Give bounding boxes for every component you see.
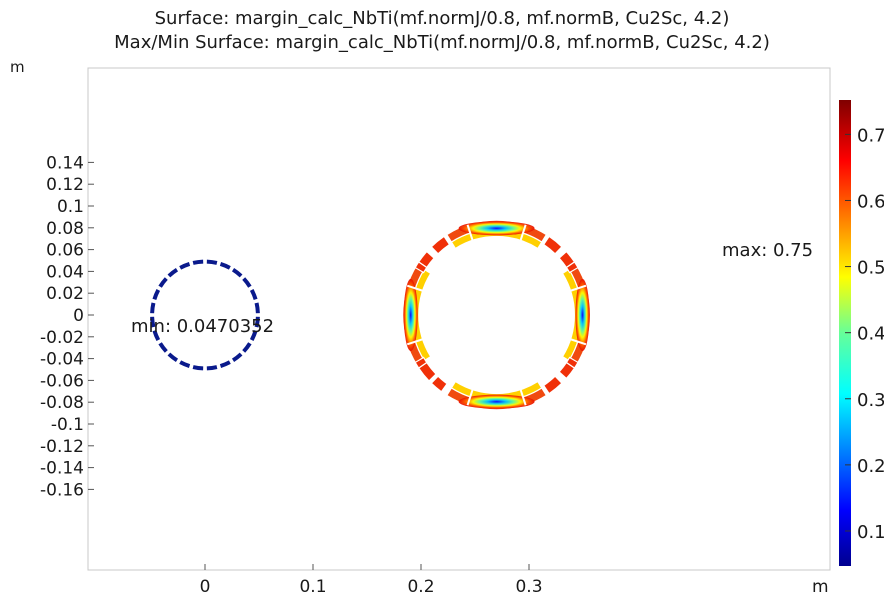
y-tick-label: -0.14 [40,459,84,479]
small-coil-segment [249,330,258,342]
plot-title-line1: Surface: margin_calc_NbTi(mf.normJ/0.8, … [154,8,730,29]
colorbar-tick-label: 0.5 [857,258,884,279]
x-axis: 0 0.1 0.2 0.3 [200,564,543,597]
colorbar-tick-label: 0.3 [857,390,884,411]
y-tick-label: -0.12 [40,437,84,457]
coil-wedge-gap [406,284,423,292]
y-tick-label: -0.02 [40,328,84,348]
min-annotation: min: 0.0470352 [131,316,274,337]
y-tick-label: 0.06 [46,241,84,261]
plot-frame [87,67,831,571]
colorbar-tick-label: 0.2 [857,456,884,477]
small-coil-segment [192,259,204,265]
small-coil-segment [254,302,260,314]
small-coil-segment [254,316,260,328]
y-tick-label: 0.08 [46,219,84,239]
small-coil-segment [219,360,231,368]
coil-outer-block [542,375,563,395]
coil-outer-block [558,250,576,269]
field-core [575,279,590,351]
small-coil [150,259,260,371]
coil-outer-block [430,235,451,255]
small-coil-segment [179,360,191,368]
coil-outer-block [417,361,437,382]
coil-wedge-gap [466,224,474,241]
y-tick-label: -0.1 [51,415,84,435]
colorbar-ticks: 0.1 0.2 0.3 0.4 0.5 0.6 0.7 [845,125,884,543]
coil-outer-block [542,235,563,255]
small-coil-segment [167,268,179,278]
coil-wedge-gap [519,224,527,241]
small-coil-segment [158,342,168,353]
small-coil-segment [152,330,161,342]
x-tick-label: 0 [200,577,211,597]
y-tick-label: -0.04 [40,350,84,370]
coil-wedge-gap [570,338,587,346]
small-coil-segment [152,288,161,300]
small-coil-segment [206,259,218,265]
x-tick-label: 0.3 [515,577,542,597]
plot-title-line2: Max/Min Surface: margin_calc_NbTi(mf.nor… [114,32,770,53]
field-core [458,221,535,236]
field-core [458,394,535,409]
y-axis: 0.140.120.10.080.060.040.020-0.02-0.04-0… [40,153,94,500]
coil-wedge-gap [406,338,423,346]
small-coil-segment [231,268,243,278]
coil-outer-block [565,356,579,369]
x-tick-label: 0.1 [299,577,326,597]
y-axis-unit: m [10,58,25,76]
x-axis-unit: m [812,577,829,597]
field-core [403,279,418,351]
y-tick-label: -0.06 [40,371,84,391]
colorbar-tick-label: 0.4 [857,324,884,345]
y-tick-label: 0.02 [46,284,84,304]
max-annotation: max: 0.75 [722,240,813,261]
y-tick-label: -0.08 [40,393,84,413]
coil-wedge-gap [466,389,474,406]
x-tick-label: 0.2 [407,577,434,597]
coil-outer-block [430,375,448,393]
small-coil-segment [231,352,243,362]
coil-wedge-gap [570,284,587,292]
small-coil-segment [206,365,218,371]
small-coil-segment [219,262,231,270]
small-coil-segment [249,288,258,300]
small-coil-segment [179,262,191,270]
coil-wedge-gap [519,389,527,406]
y-tick-label: 0.12 [46,175,84,195]
y-tick-label: -0.16 [40,480,84,500]
large-coil [402,219,592,411]
coil-outer-block [565,261,579,274]
small-coil-segment [192,365,204,371]
coil-outer-block [414,356,428,369]
colorbar-tick-label: 0.6 [857,191,884,212]
colorbar-tick-label: 0.7 [857,125,884,146]
y-tick-label: 0 [73,306,84,326]
y-tick-label: 0.04 [46,262,84,282]
colorbar-tick-label: 0.1 [857,522,884,543]
small-coil-segment [150,302,156,314]
small-coil-segment [242,277,252,288]
small-coil-segment [242,342,252,353]
small-coil-segment [150,316,156,328]
coil-outer-block [414,261,428,274]
y-tick-label: 0.1 [57,197,84,217]
y-tick-label: 0.14 [46,153,84,173]
small-coil-segment [167,352,179,362]
small-coil-segment [158,277,168,288]
